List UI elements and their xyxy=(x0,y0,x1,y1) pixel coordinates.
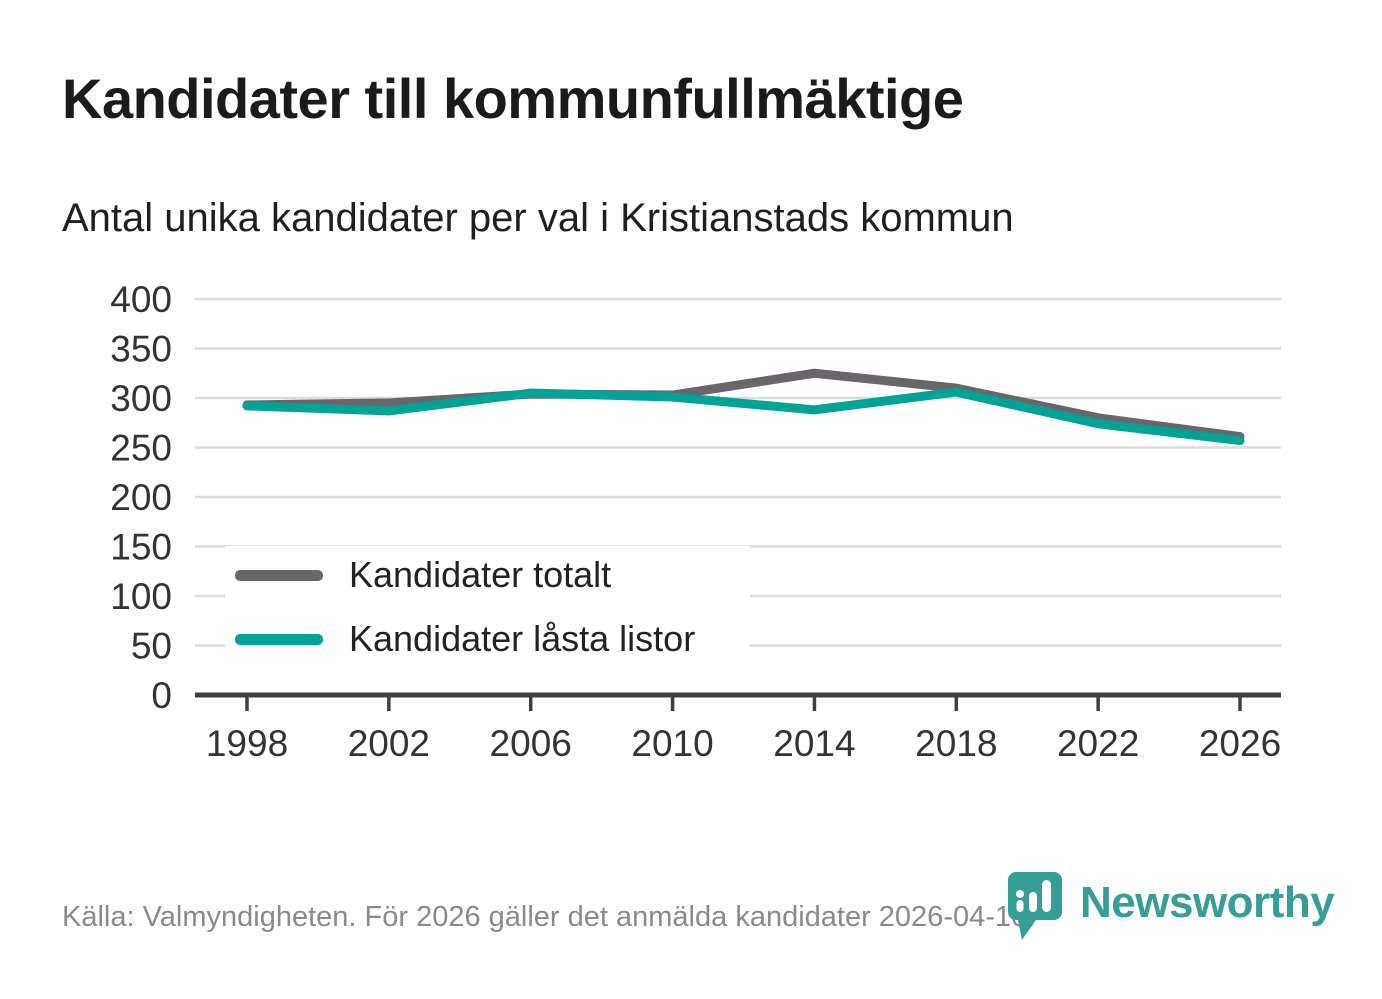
legend-swatch-totalt xyxy=(235,569,323,581)
svg-text:2002: 2002 xyxy=(348,723,430,764)
svg-text:2010: 2010 xyxy=(631,723,713,764)
legend-item-lasta-listor: Kandidater låsta listor xyxy=(235,618,750,660)
svg-text:2018: 2018 xyxy=(915,723,997,764)
svg-text:2014: 2014 xyxy=(773,723,855,764)
svg-text:400: 400 xyxy=(110,279,172,320)
svg-text:200: 200 xyxy=(110,477,172,518)
svg-text:250: 250 xyxy=(110,428,172,469)
svg-text:150: 150 xyxy=(110,527,172,568)
svg-text:2026: 2026 xyxy=(1199,723,1281,764)
source-note: Källa: Valmyndigheten. För 2026 gäller d… xyxy=(62,901,1036,933)
chart-subtitle: Antal unika kandidater per val i Kristia… xyxy=(62,196,1014,240)
chart-legend: Kandidater totalt Kandidater låsta listo… xyxy=(225,546,750,668)
newsworthy-pin-chart-icon xyxy=(1008,872,1062,940)
legend-label-lasta-listor: Kandidater låsta listor xyxy=(349,618,696,659)
svg-text:100: 100 xyxy=(110,576,172,617)
chart-title: Kandidater till kommunfullmäktige xyxy=(62,67,964,130)
svg-text:1998: 1998 xyxy=(206,723,288,764)
legend-label-totalt: Kandidater totalt xyxy=(349,554,612,595)
svg-text:2006: 2006 xyxy=(490,723,572,764)
svg-text:50: 50 xyxy=(131,626,172,667)
svg-text:300: 300 xyxy=(110,378,172,419)
legend-swatch-lasta-listor xyxy=(235,633,323,645)
legend-item-totalt: Kandidater totalt xyxy=(235,554,750,596)
svg-text:2022: 2022 xyxy=(1057,723,1139,764)
newsworthy-logo: Newsworthy xyxy=(1004,870,1335,944)
svg-text:0: 0 xyxy=(151,675,172,716)
svg-text:350: 350 xyxy=(110,329,172,370)
newsworthy-wordmark: Newsworthy xyxy=(1080,878,1335,927)
